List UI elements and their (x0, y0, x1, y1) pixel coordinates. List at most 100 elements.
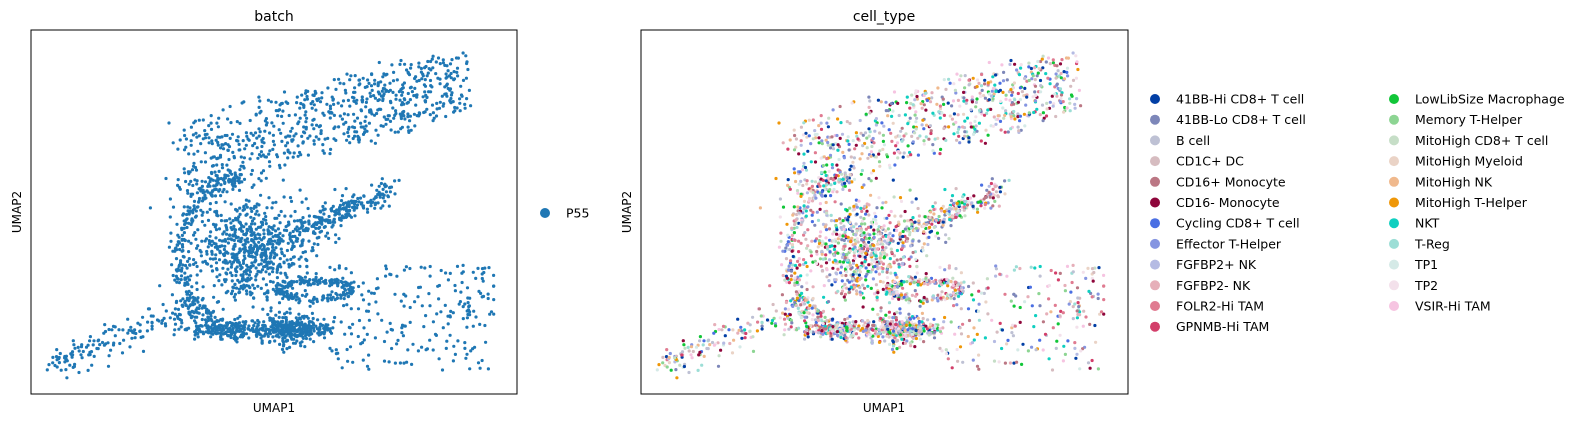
scatter-point (984, 195, 988, 199)
scatter-point (212, 284, 216, 288)
scatter-point (186, 191, 190, 195)
scatter-point (150, 327, 154, 331)
scatter-point (852, 270, 856, 274)
scatter-point (175, 276, 179, 280)
scatter-point (885, 270, 889, 274)
scatter-point (336, 284, 340, 288)
scatter-point (355, 98, 359, 102)
scatter-point (210, 243, 214, 247)
scatter-point (254, 251, 258, 255)
scatter-point (367, 367, 371, 371)
scatter-point (834, 223, 838, 228)
scatter-point (238, 290, 242, 294)
scatter-point (1001, 106, 1005, 110)
scatter-point (986, 81, 990, 85)
scatter-point (982, 113, 987, 117)
scatter-point (929, 229, 934, 233)
scatter-point (455, 106, 459, 110)
scatter-point (249, 293, 253, 297)
scatter-point (352, 96, 356, 100)
scatter-point (826, 300, 831, 304)
scatter-point (287, 265, 291, 269)
scatter-point (57, 361, 62, 365)
scatter-point (384, 267, 388, 271)
scatter-point (377, 190, 381, 194)
scatter-point (423, 90, 427, 94)
scatter-point (187, 221, 191, 225)
scatter-point (81, 349, 85, 354)
scatter-point (51, 361, 55, 365)
scatter-point (285, 248, 289, 253)
scatter-point (929, 131, 933, 136)
scatter-point (336, 357, 340, 361)
scatter-point (278, 257, 282, 261)
scatter-point (205, 261, 209, 266)
scatter-point (898, 196, 903, 200)
scatter-point (171, 249, 175, 253)
scatter-point (291, 234, 295, 239)
scatter-point (914, 110, 918, 114)
scatter-point (211, 222, 216, 226)
scatter-point (996, 117, 1000, 121)
scatter-point (345, 284, 349, 288)
scatter-point (340, 215, 345, 219)
scatter-point (480, 276, 484, 281)
scatter-point (182, 167, 186, 171)
scatter-point (466, 296, 470, 300)
scatter-point (980, 72, 984, 77)
scatter-point (1056, 69, 1060, 73)
scatter-point (901, 229, 905, 234)
scatter-point (962, 205, 966, 209)
scatter-point (250, 185, 254, 189)
scatter-point (1033, 84, 1038, 88)
scatter-point (331, 97, 335, 101)
scatter-point (809, 189, 813, 193)
scatter-point (349, 332, 354, 336)
scatter-point (275, 241, 279, 245)
scatter-point (455, 66, 460, 70)
scatter-point (295, 295, 299, 299)
scatter-point (1071, 78, 1076, 82)
scatter-point (55, 365, 59, 369)
scatter-point (839, 265, 844, 269)
cell-type-panel: cell_type UMAP1 UMAP2 41BB-Hi CD8+ T cel… (620, 9, 1565, 415)
scatter-point (289, 129, 293, 133)
scatter-point (221, 177, 225, 182)
scatter-point (303, 220, 307, 224)
scatter-point (199, 330, 203, 334)
scatter-point (980, 88, 984, 92)
scatter-point (927, 137, 931, 141)
scatter-point (278, 289, 282, 293)
scatter-point (348, 214, 352, 218)
scatter-point (874, 218, 878, 222)
scatter-point (393, 113, 397, 117)
scatter-point (240, 236, 244, 240)
scatter-point (795, 280, 799, 284)
scatter-point (393, 192, 397, 196)
scatter-point (276, 238, 280, 242)
scatter-point (214, 200, 218, 205)
scatter-point (264, 270, 268, 274)
scatter-point (236, 139, 240, 143)
scatter-point (215, 157, 219, 161)
scatter-point (834, 173, 839, 178)
scatter-point (921, 246, 925, 250)
scatter-point (448, 87, 453, 91)
scatter-point (300, 93, 304, 97)
scatter-point (338, 218, 342, 222)
scatter-point (183, 171, 187, 175)
scatter-point (281, 344, 286, 348)
scatter-point (339, 207, 343, 211)
scatter-point (264, 117, 268, 121)
scatter-point (973, 127, 977, 131)
scatter-point (847, 188, 852, 192)
scatter-point (849, 164, 853, 168)
scatter-point (1046, 76, 1050, 80)
scatter-point (322, 207, 326, 212)
scatter-point (201, 210, 205, 214)
scatter-point (301, 250, 305, 255)
scatter-point (231, 247, 235, 251)
scatter-point (356, 196, 360, 201)
scatter-point (189, 274, 193, 278)
scatter-point (71, 339, 75, 343)
